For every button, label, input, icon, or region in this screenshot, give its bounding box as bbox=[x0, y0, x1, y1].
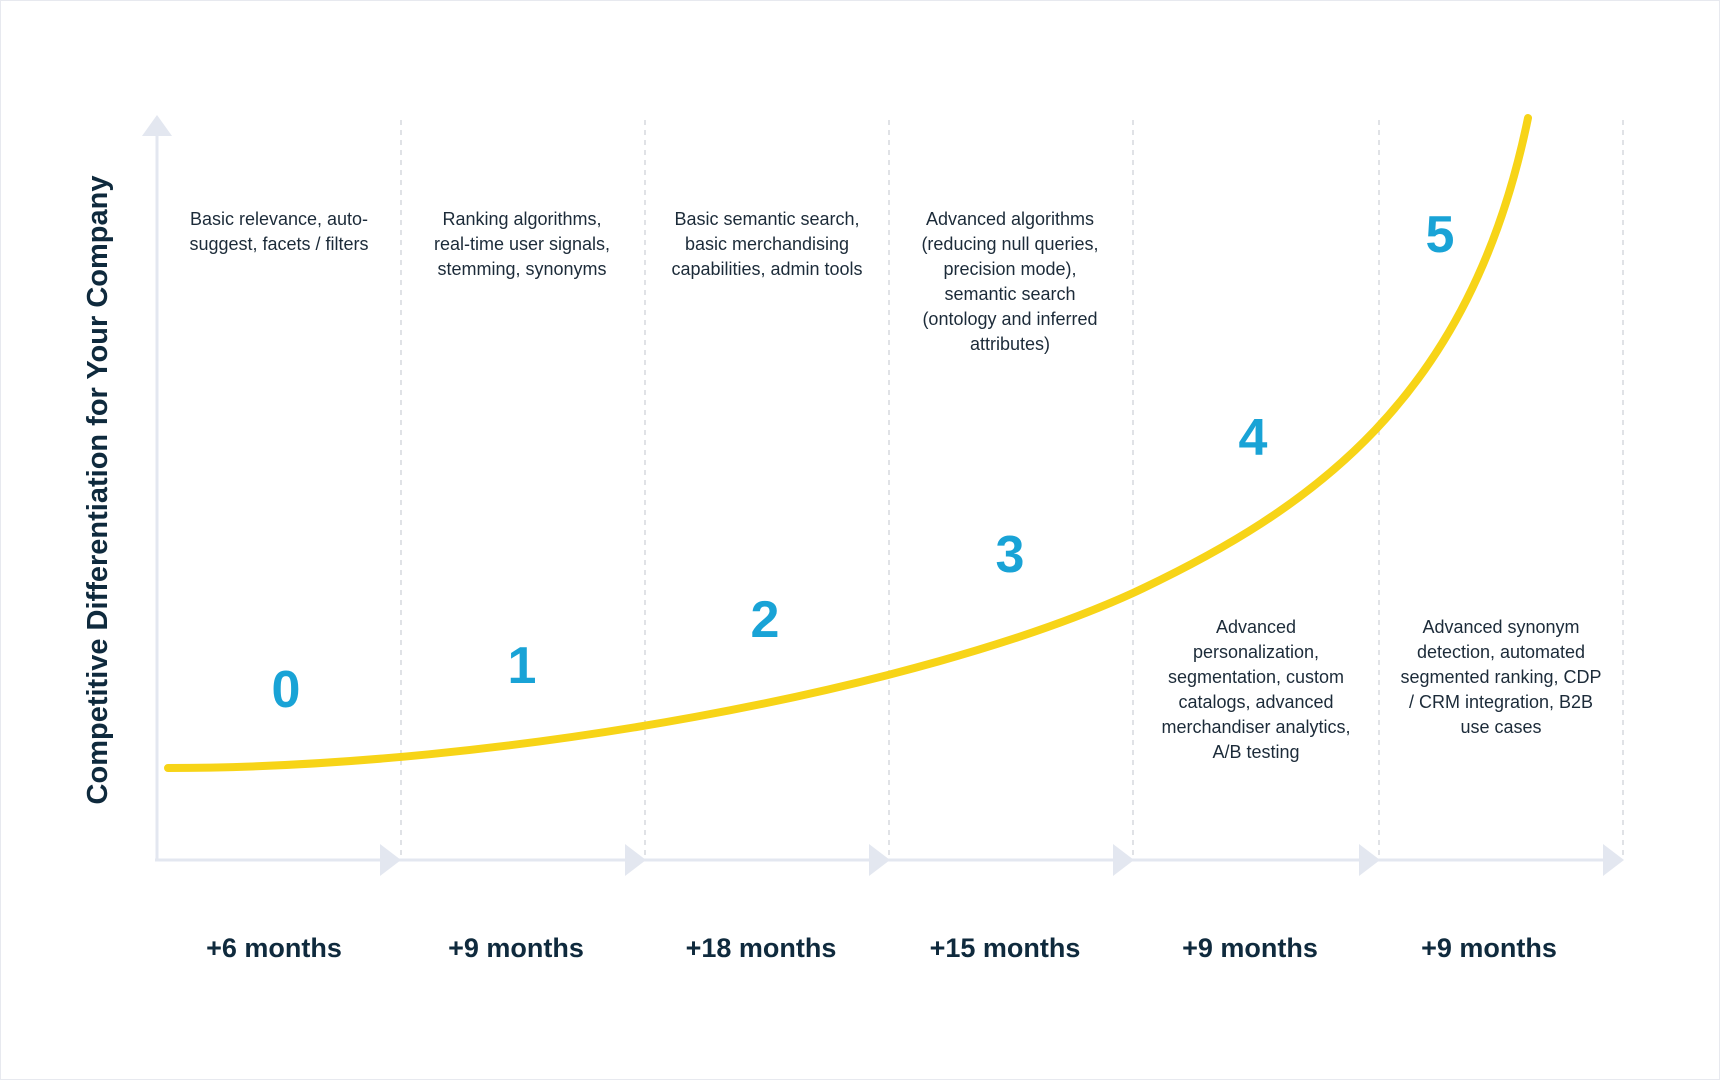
stage-arrow-icon bbox=[1359, 844, 1380, 876]
stage-dividers bbox=[400, 120, 1624, 855]
stage-arrow-icon bbox=[1603, 844, 1624, 876]
stage-3-level: 3 bbox=[995, 526, 1025, 584]
stage-arrow-icon bbox=[380, 844, 401, 876]
y-axis-arrow-icon bbox=[142, 115, 172, 136]
stage-2-description: Basic semantic search, basic merchandisi… bbox=[671, 209, 863, 279]
stage-2-level: 2 bbox=[750, 591, 780, 649]
stage-1-duration: +9 months bbox=[448, 933, 584, 963]
stage-1-level: 1 bbox=[507, 637, 537, 695]
stage-arrow-icon bbox=[869, 844, 890, 876]
stage-0-description: Basic relevance, auto-suggest, facets / … bbox=[189, 209, 369, 254]
stage-1-description: Ranking algorithms, real-time user signa… bbox=[433, 209, 611, 279]
stage-4-level: 4 bbox=[1238, 409, 1268, 467]
stage-3-description: Advanced algorithms (reducing null queri… bbox=[921, 209, 1099, 354]
stage-2-duration: +18 months bbox=[685, 933, 837, 963]
stage-3-duration: +15 months bbox=[929, 933, 1081, 963]
x-axis-arrows bbox=[380, 844, 1624, 876]
stage-4-description: Advanced personalization, segmentation, … bbox=[1161, 617, 1351, 762]
stage-5-level: 5 bbox=[1425, 206, 1455, 264]
y-axis-label: Competitive Differentiation for Your Com… bbox=[82, 175, 114, 805]
stage-arrow-icon bbox=[1113, 844, 1134, 876]
growth-curve bbox=[164, 114, 1532, 772]
stage-5-duration: +9 months bbox=[1421, 933, 1557, 963]
stage-0-level: 0 bbox=[271, 661, 301, 719]
stage-arrow-icon bbox=[625, 844, 646, 876]
stage-0-duration: +6 months bbox=[206, 933, 342, 963]
stage-4-duration: +9 months bbox=[1182, 933, 1318, 963]
stage-5-description: Advanced synonym detection, automated se… bbox=[1400, 617, 1602, 737]
